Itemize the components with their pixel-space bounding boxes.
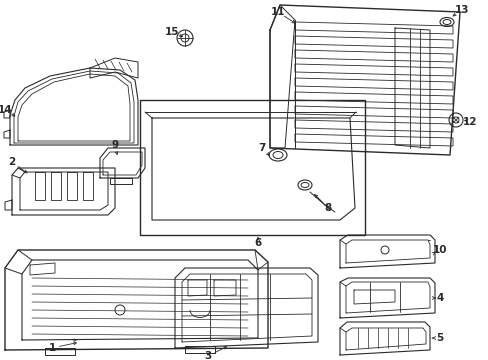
- Text: 9: 9: [111, 140, 118, 150]
- Text: 5: 5: [435, 333, 443, 343]
- Text: 11: 11: [270, 7, 285, 17]
- Text: 10: 10: [432, 245, 447, 255]
- Bar: [140, 100, 364, 235]
- Text: 1: 1: [48, 343, 56, 353]
- Text: 2: 2: [8, 157, 16, 167]
- Text: 15: 15: [164, 27, 179, 37]
- Text: 4: 4: [435, 293, 443, 303]
- Text: 12: 12: [462, 117, 476, 127]
- Text: 8: 8: [324, 203, 331, 213]
- Text: 7: 7: [258, 143, 265, 153]
- Text: 14: 14: [0, 105, 12, 115]
- Text: 6: 6: [254, 238, 261, 248]
- Text: 3: 3: [204, 351, 211, 360]
- Text: 13: 13: [454, 5, 468, 15]
